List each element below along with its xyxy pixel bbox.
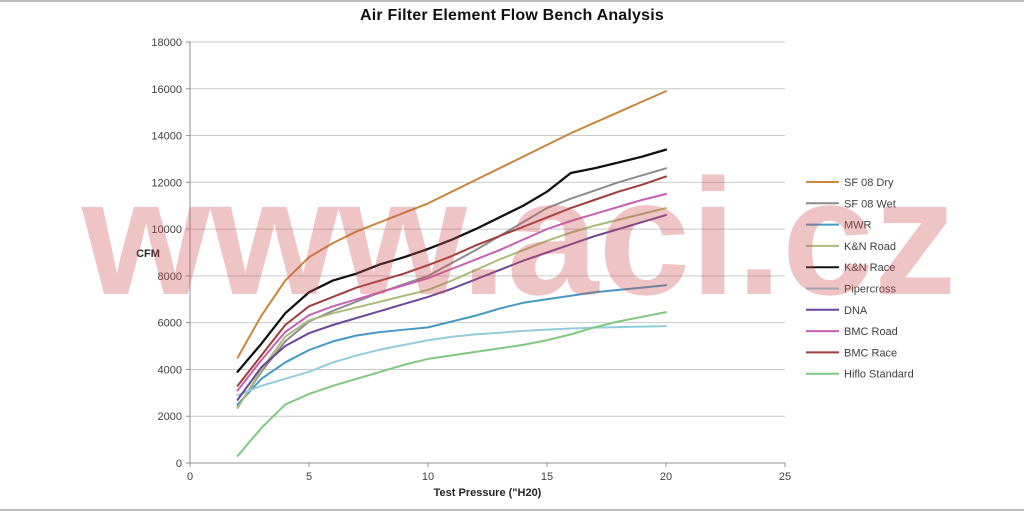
x-tick-label: 10 bbox=[422, 471, 434, 483]
legend-label: Hiflo Standard bbox=[844, 369, 914, 381]
series-line-mwr bbox=[236, 284, 667, 406]
y-tick-label: 0 bbox=[176, 458, 182, 470]
legend-label: K&N Road bbox=[844, 241, 896, 253]
image-border-bottom bbox=[0, 509, 1024, 511]
y-tick-label: 14000 bbox=[151, 131, 182, 143]
y-tick-label: 16000 bbox=[151, 84, 182, 96]
series-line-dna bbox=[236, 214, 667, 401]
legend-item: SF 08 Wet bbox=[806, 198, 896, 210]
legend-label: BMC Race bbox=[844, 347, 897, 359]
series-line-sf-08-dry bbox=[236, 90, 667, 359]
legend-item: BMC Road bbox=[806, 326, 898, 338]
legend-label: K&N Race bbox=[844, 262, 895, 274]
legend-label: Pipercross bbox=[844, 284, 896, 296]
legend-item: K&N Race bbox=[806, 262, 895, 274]
legend-item: K&N Road bbox=[806, 241, 896, 253]
series-line-k-n-road bbox=[236, 207, 667, 410]
legend-label: SF 08 Dry bbox=[844, 177, 894, 189]
image-border-top bbox=[0, 0, 1024, 2]
y-tick-label: 18000 bbox=[151, 37, 182, 49]
legend-item: DNA bbox=[806, 305, 868, 317]
x-tick-label: 5 bbox=[306, 471, 312, 483]
x-tick-label: 0 bbox=[187, 471, 193, 483]
legend-item: SF 08 Dry bbox=[806, 177, 894, 189]
series-line-k-n-race bbox=[236, 148, 668, 373]
legend-label: SF 08 Wet bbox=[844, 198, 896, 210]
y-tick-label: 10000 bbox=[151, 224, 182, 236]
legend-item: Hiflo Standard bbox=[806, 369, 914, 381]
legend-label: MWR bbox=[844, 220, 872, 232]
series-line-hiflo-standard bbox=[236, 311, 667, 457]
series-line-sf-08-wet bbox=[236, 167, 667, 408]
x-tick-label: 25 bbox=[779, 471, 791, 483]
y-tick-label: 12000 bbox=[151, 177, 182, 189]
y-tick-label: 4000 bbox=[158, 364, 182, 376]
y-tick-label: 2000 bbox=[158, 411, 182, 423]
y-tick-label: 6000 bbox=[158, 318, 182, 330]
chart-title: Air Filter Element Flow Bench Analysis bbox=[360, 7, 664, 24]
series-line-bmc-race bbox=[236, 175, 667, 387]
legend-label: DNA bbox=[844, 305, 868, 317]
legend-item: BMC Race bbox=[806, 347, 897, 359]
legend-label: BMC Road bbox=[844, 326, 898, 338]
legend-item: MWR bbox=[806, 220, 872, 232]
legend-item: Pipercross bbox=[806, 284, 896, 296]
y-axis-title: CFM bbox=[136, 248, 160, 260]
series-line-bmc-road bbox=[236, 193, 667, 392]
x-tick-label: 20 bbox=[660, 471, 672, 483]
x-axis-title: Test Pressure ("H20) bbox=[434, 487, 542, 499]
x-tick-label: 15 bbox=[541, 471, 553, 483]
y-tick-label: 8000 bbox=[158, 271, 182, 283]
